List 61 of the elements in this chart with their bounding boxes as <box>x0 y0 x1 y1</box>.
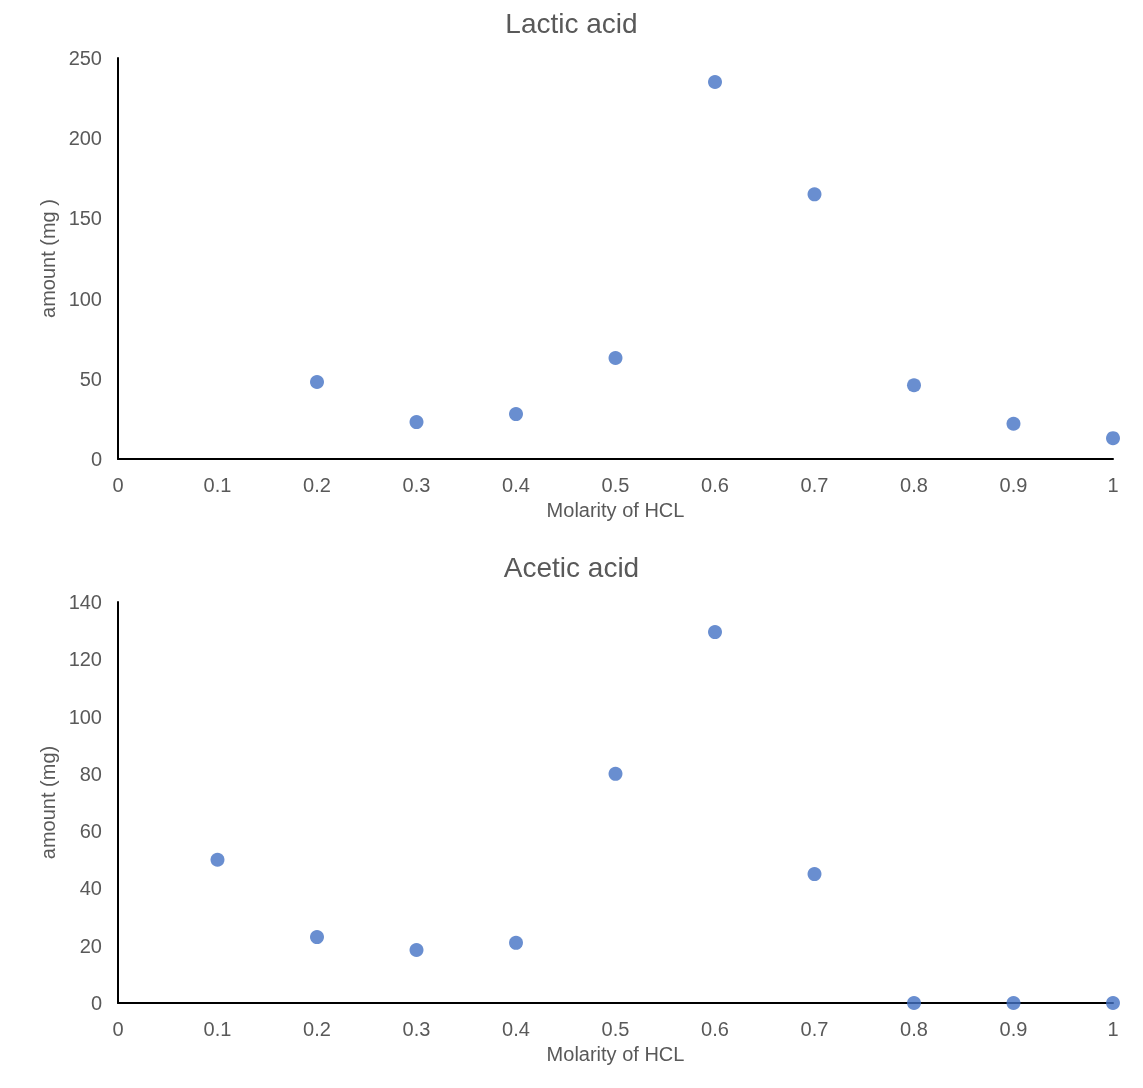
x-tick-label: 0.9 <box>999 474 1028 496</box>
x-axis-title: Molarity of HCL <box>546 498 685 521</box>
point <box>608 766 623 781</box>
x-tick-label: 0.5 <box>601 1018 630 1040</box>
y-tick-label: 50 <box>79 367 102 390</box>
chart-title: Acetic acid <box>503 551 640 583</box>
x-tick-label: 0.3 <box>402 474 431 496</box>
point <box>1006 416 1021 431</box>
x-tick-label: 0 <box>112 474 124 496</box>
x-tick-label: 0.4 <box>502 1018 530 1040</box>
y-tick-label: 20 <box>79 934 102 957</box>
x-tick-label: 0.2 <box>303 1018 331 1040</box>
y-tick-label: 150 <box>68 207 102 230</box>
point <box>907 378 921 393</box>
point <box>409 943 424 958</box>
y-tick-label: 60 <box>79 820 102 843</box>
y-tick-label: 100 <box>68 287 102 310</box>
point <box>807 187 822 202</box>
x-tick-label: 0.1 <box>203 474 232 496</box>
point <box>608 350 623 365</box>
point <box>509 407 523 422</box>
point <box>1106 996 1120 1010</box>
x-tick-label: 0.8 <box>900 474 928 496</box>
point <box>1006 996 1021 1010</box>
y-tick-label: 100 <box>68 705 102 728</box>
y-tick-label: 200 <box>68 127 102 150</box>
y-tick-label: 80 <box>79 762 102 785</box>
y-tick-label: 0 <box>90 992 102 1014</box>
point <box>708 625 722 640</box>
x-tick-label: 0.6 <box>701 1018 729 1040</box>
x-tick-label: 0.7 <box>800 474 829 496</box>
x-tick-label: 0.1 <box>203 1018 232 1040</box>
chart-title: Lactic acid <box>505 7 638 39</box>
x-tick-label: 0.5 <box>601 474 630 496</box>
y-tick-label: 0 <box>90 448 102 470</box>
y-tick-label: 140 <box>68 591 102 613</box>
y-tick-label: 120 <box>68 648 102 671</box>
x-tick-label: 0 <box>112 1018 124 1040</box>
x-tick-label: 0.8 <box>900 1018 928 1040</box>
point <box>907 996 921 1010</box>
point <box>509 935 523 950</box>
point <box>210 852 225 867</box>
x-tick-label: 1 <box>1107 1018 1119 1040</box>
x-axis-title: Molarity of HCL <box>546 1042 685 1065</box>
y-axis-title: amount (mg) <box>36 745 59 860</box>
y-tick-label: 40 <box>79 877 102 900</box>
x-tick-label: 0.6 <box>701 474 729 496</box>
point <box>409 415 424 430</box>
x-tick-label: 1 <box>1107 474 1119 496</box>
y-axis-title: amount (mg ) <box>36 199 59 318</box>
point <box>310 930 324 945</box>
x-tick-label: 0.9 <box>999 1018 1028 1040</box>
x-tick-label: 0.2 <box>303 474 331 496</box>
point <box>708 75 722 90</box>
point <box>1106 431 1120 446</box>
x-tick-label: 0.4 <box>502 474 530 496</box>
point <box>807 867 822 882</box>
x-tick-label: 0.3 <box>402 1018 431 1040</box>
x-tick-label: 0.7 <box>800 1018 829 1040</box>
point <box>310 375 324 389</box>
y-tick-label: 250 <box>68 47 102 69</box>
